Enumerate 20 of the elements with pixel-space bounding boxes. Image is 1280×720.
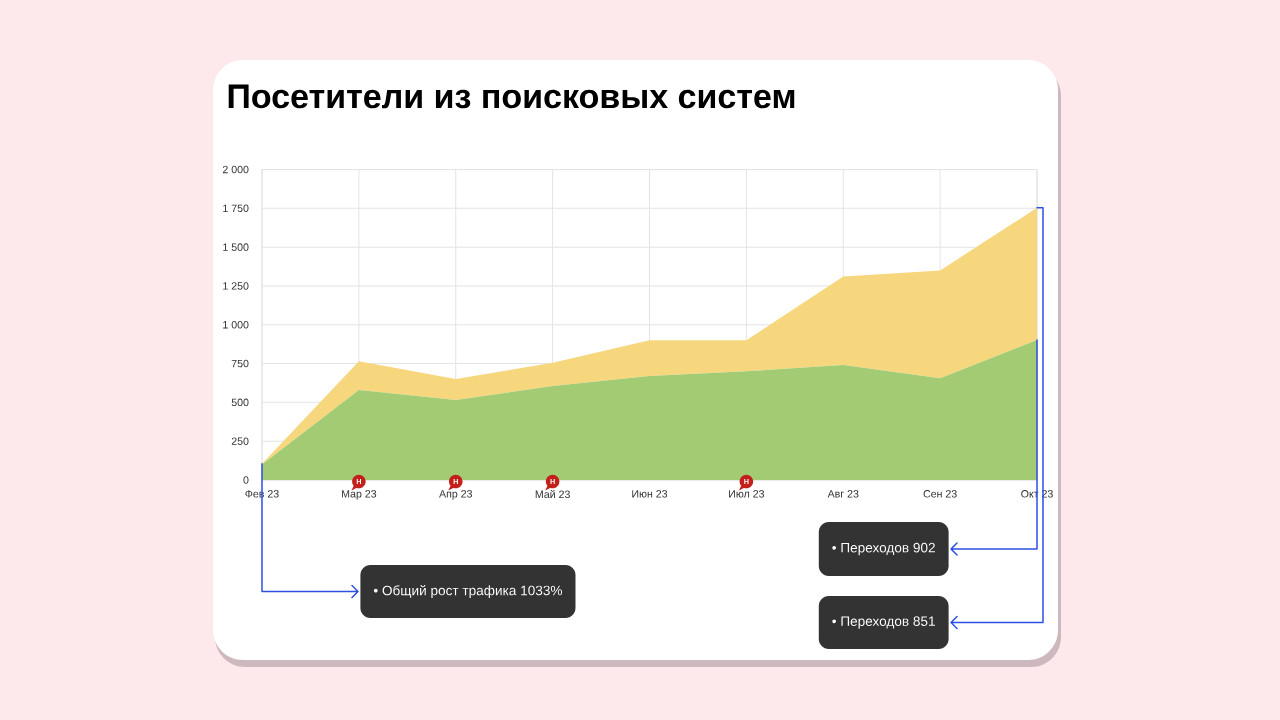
annotation: • Общий рост трафика 1033% xyxy=(373,585,563,598)
y-tick-label: 750 xyxy=(231,359,249,368)
y-tick-label: 2 000 xyxy=(222,165,249,174)
x-tick-label: Сен 23 xyxy=(923,490,957,498)
annotation: • Переходов 851 xyxy=(832,616,935,629)
x-tick-label: Апр 23 xyxy=(439,490,472,500)
x-tick-label: Мар 23 xyxy=(342,490,377,500)
x-tick-label: Май 23 xyxy=(535,490,570,499)
x-tick-label: Июн 23 xyxy=(632,490,668,498)
y-tick-label: 1 000 xyxy=(223,321,249,329)
chart-title: Посетители из поисковых систем xyxy=(228,84,795,109)
x-tick-label: Авг 23 xyxy=(827,490,859,498)
y-tick-label: 1 250 xyxy=(223,282,249,290)
y-tick-label: 0 xyxy=(243,476,249,484)
x-tick-label: Июл 23 xyxy=(729,490,765,498)
y-tick-label: 1 750 xyxy=(223,204,249,213)
y-tick-label: 250 xyxy=(231,437,249,445)
annotation: • Переходов 902 xyxy=(832,542,935,556)
y-tick-label: 500 xyxy=(231,398,249,407)
y-tick-label: 1 500 xyxy=(223,243,249,251)
